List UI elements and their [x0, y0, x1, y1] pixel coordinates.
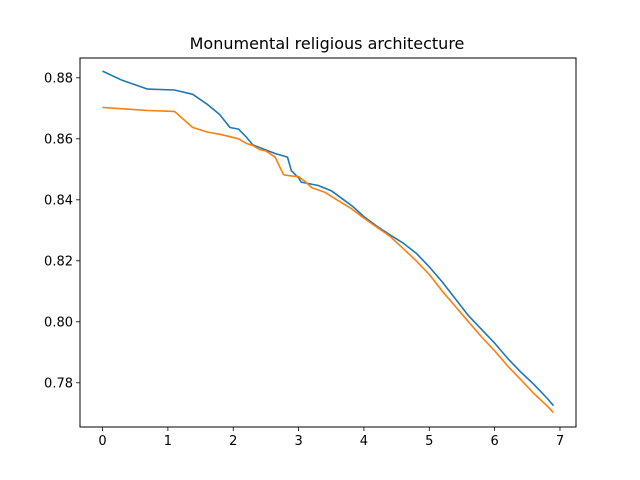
chart-title: Monumental religious architecture [190, 34, 465, 53]
x-tick-label: 6 [490, 434, 498, 449]
y-tick-label: 0.80 [44, 315, 73, 330]
series-line-1 [102, 70, 555, 407]
x-tick-label: 1 [164, 434, 172, 449]
x-tick-label: 0 [98, 434, 106, 449]
y-tick-label: 0.78 [44, 376, 73, 391]
x-tick-label: 5 [425, 434, 433, 449]
plot-frame [79, 57, 577, 428]
x-tick-label: 4 [360, 434, 368, 449]
x-tick-label: 2 [229, 434, 237, 449]
y-tick-label: 0.88 [44, 71, 73, 86]
y-tick-label: 0.84 [44, 193, 73, 208]
x-tick-label: 7 [556, 434, 564, 449]
x-axis: 0 1 2 3 4 5 6 7 [98, 427, 564, 449]
series-lines [102, 70, 555, 414]
x-tick-label: 3 [294, 434, 302, 449]
y-axis: 0.78 0.80 0.82 0.84 0.86 0.88 [44, 71, 80, 391]
y-tick-label: 0.86 [44, 132, 73, 147]
series-line-2 [102, 106, 555, 414]
y-tick-label: 0.82 [44, 254, 73, 269]
